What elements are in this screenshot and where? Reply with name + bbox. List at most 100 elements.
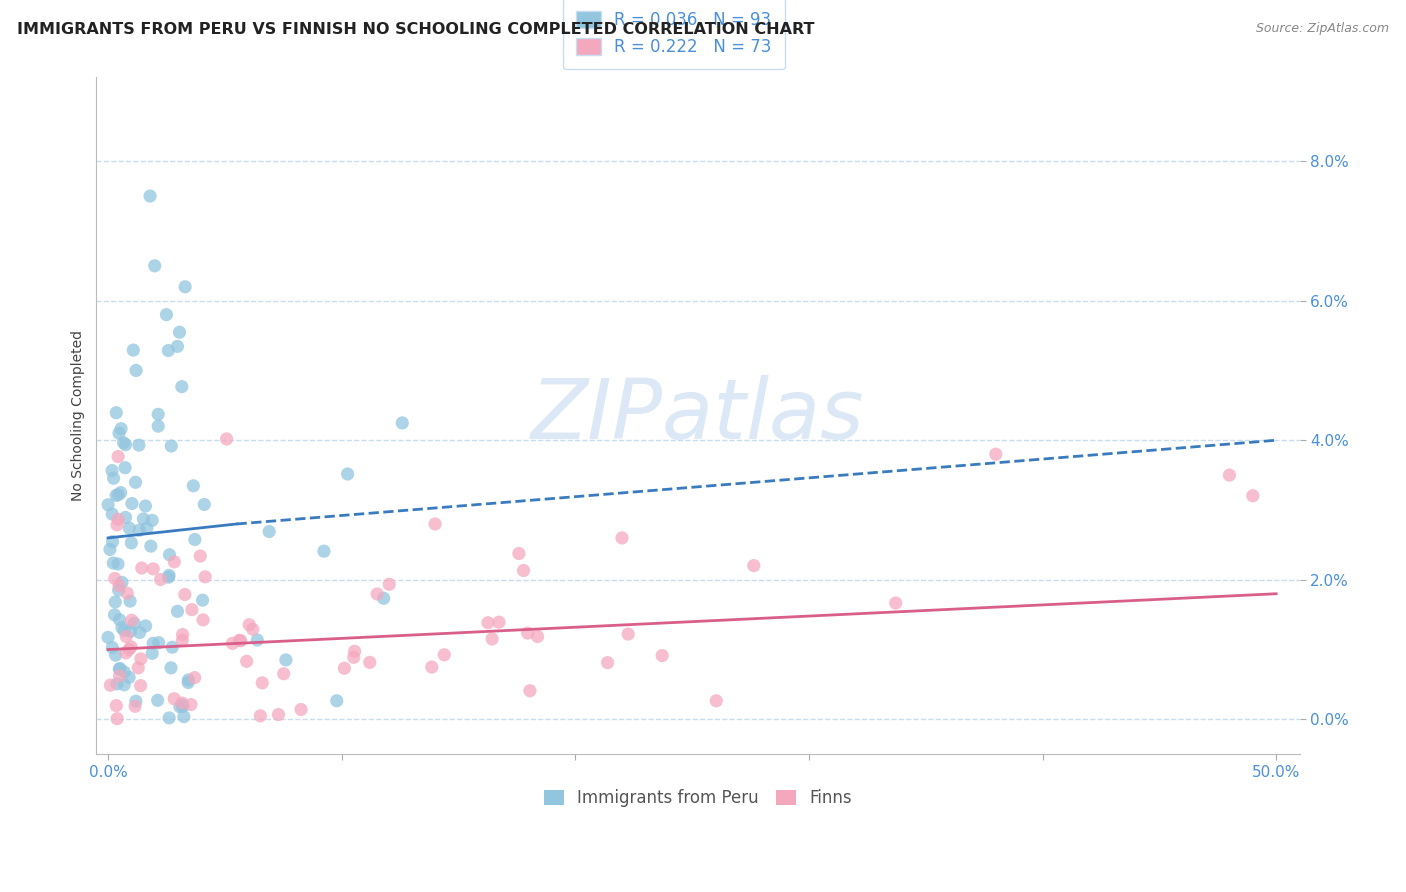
Point: [128, 438, 150, 452]
Point: [148, 636, 170, 650]
Point: [143, 259, 166, 273]
Point: [420, 660, 443, 674]
Point: [183, 479, 205, 493]
Point: [336, 467, 359, 481]
Point: [118, 670, 141, 684]
Point: [135, 619, 157, 633]
Point: [433, 648, 456, 662]
Point: [235, 654, 257, 668]
Point: [184, 533, 207, 547]
Point: [149, 573, 172, 587]
Point: [112, 435, 135, 450]
Point: [110, 422, 132, 436]
Point: [108, 669, 131, 683]
Point: [110, 485, 132, 500]
Point: [1241, 489, 1264, 503]
Point: [108, 426, 131, 441]
Point: [103, 471, 125, 485]
Point: [105, 488, 128, 502]
Point: [229, 633, 252, 648]
Point: [134, 499, 156, 513]
Point: [273, 666, 295, 681]
Point: [173, 709, 195, 723]
Point: [423, 516, 446, 531]
Point: [596, 656, 619, 670]
Point: [127, 661, 149, 675]
Point: [169, 699, 191, 714]
Point: [97, 631, 120, 645]
Point: [160, 439, 183, 453]
Point: [112, 624, 135, 638]
Y-axis label: No Schooling Completed: No Schooling Completed: [72, 330, 86, 501]
Point: [191, 593, 214, 607]
Point: [120, 536, 142, 550]
Point: [141, 513, 163, 527]
Point: [104, 648, 127, 662]
Point: [290, 702, 312, 716]
Text: Source: ZipAtlas.com: Source: ZipAtlas.com: [1256, 22, 1389, 36]
Point: [488, 615, 510, 630]
Point: [242, 622, 264, 636]
Point: [1218, 468, 1240, 483]
Point: [238, 617, 260, 632]
Point: [98, 542, 121, 557]
Point: [121, 613, 143, 627]
Point: [124, 616, 146, 631]
Point: [146, 693, 169, 707]
Point: [124, 699, 146, 714]
Point: [610, 531, 633, 545]
Point: [984, 447, 1007, 461]
Point: [159, 548, 181, 562]
Point: [177, 673, 200, 687]
Point: [170, 379, 193, 393]
Point: [194, 570, 217, 584]
Point: [114, 510, 136, 524]
Point: [107, 488, 129, 502]
Point: [333, 661, 356, 675]
Point: [326, 694, 349, 708]
Point: [173, 587, 195, 601]
Point: [172, 698, 194, 712]
Legend: Immigrants from Peru, Finns: Immigrants from Peru, Finns: [537, 782, 859, 814]
Point: [148, 408, 170, 422]
Point: [132, 512, 155, 526]
Point: [101, 534, 124, 549]
Point: [114, 460, 136, 475]
Point: [257, 524, 280, 539]
Point: [120, 594, 142, 608]
Point: [343, 650, 366, 665]
Point: [125, 694, 148, 708]
Point: [107, 512, 129, 526]
Point: [114, 438, 136, 452]
Point: [177, 675, 200, 690]
Point: [391, 416, 413, 430]
Point: [174, 279, 197, 293]
Point: [101, 640, 124, 655]
Point: [512, 564, 534, 578]
Point: [141, 646, 163, 660]
Point: [884, 596, 907, 610]
Point: [221, 636, 243, 650]
Point: [172, 696, 194, 710]
Point: [105, 698, 128, 713]
Text: IMMIGRANTS FROM PERU VS FINNISH NO SCHOOLING COMPLETED CORRELATION CHART: IMMIGRANTS FROM PERU VS FINNISH NO SCHOO…: [17, 22, 814, 37]
Point: [526, 630, 548, 644]
Point: [108, 613, 131, 627]
Point: [97, 498, 120, 512]
Point: [111, 575, 134, 590]
Point: [101, 507, 124, 521]
Point: [121, 496, 143, 510]
Point: [122, 343, 145, 357]
Point: [508, 547, 530, 561]
Point: [98, 678, 121, 692]
Point: [111, 621, 134, 635]
Point: [101, 464, 124, 478]
Point: [617, 627, 640, 641]
Point: [105, 406, 128, 420]
Point: [169, 325, 191, 339]
Point: [157, 711, 180, 725]
Point: [139, 539, 162, 553]
Point: [193, 498, 215, 512]
Point: [312, 544, 335, 558]
Point: [366, 587, 388, 601]
